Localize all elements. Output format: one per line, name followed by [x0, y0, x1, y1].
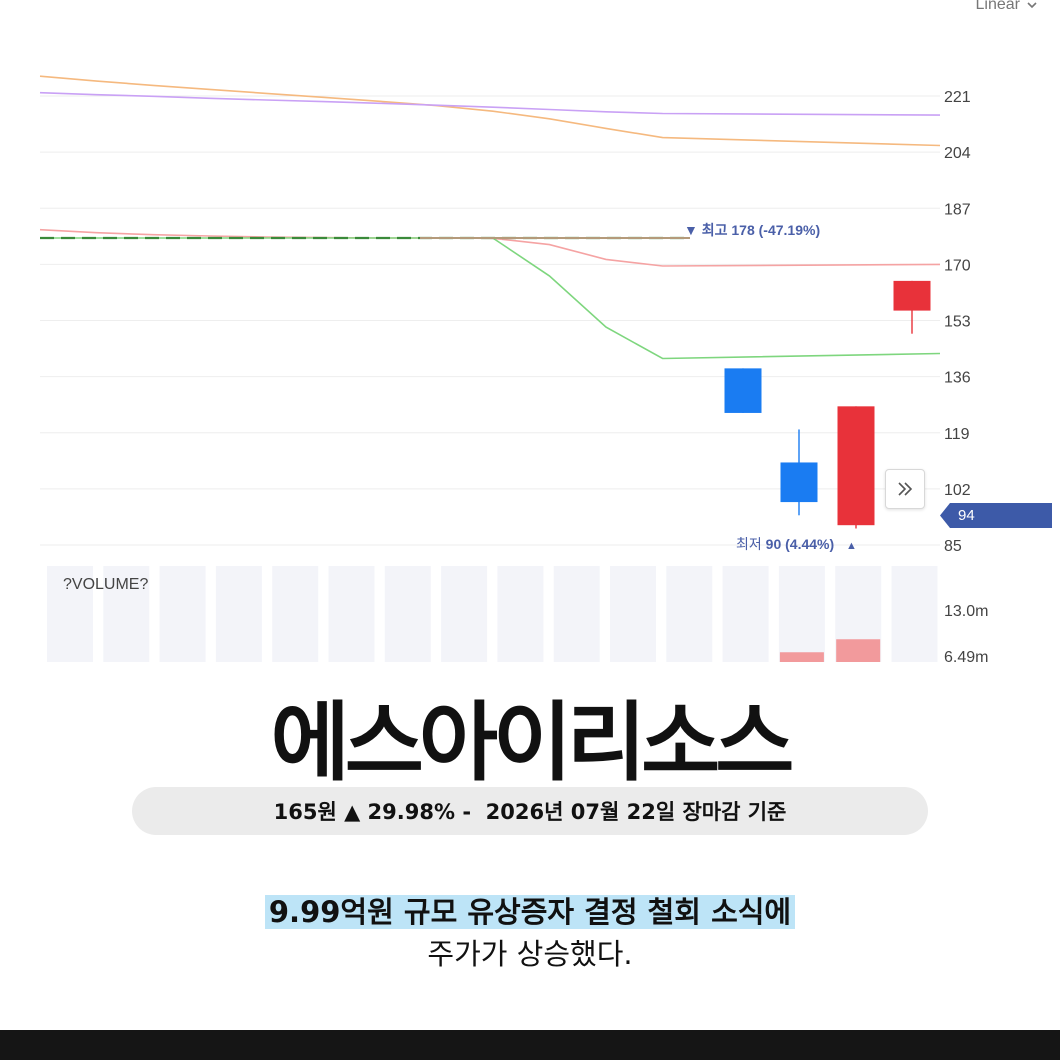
volume-slot — [272, 566, 319, 662]
double-chevron-right-icon — [898, 482, 913, 496]
volume-slot — [778, 566, 825, 662]
volume-axis-ticks: 13.0m 6.49m — [944, 603, 988, 666]
moving-average-lines — [39, 75, 941, 360]
candle-body — [837, 406, 875, 526]
low-price-marker: 최저 90 (4.44%) ▲ — [736, 534, 857, 554]
volume-slot — [159, 566, 206, 662]
volume-slot — [891, 566, 938, 662]
moving-average-line — [39, 75, 941, 147]
y-axis-ticks: 221 204 187 170 153 136 119 102 85 — [944, 89, 971, 555]
y-tick-label: 102 — [944, 482, 971, 499]
y-tick-label: 136 — [944, 370, 971, 387]
y-tick-label: 85 — [944, 538, 962, 555]
volume-slot — [384, 566, 431, 662]
volume-slot — [553, 566, 600, 662]
volume-background-bars — [47, 566, 938, 662]
y-tick-label: 221 — [944, 89, 971, 106]
y-tick-label: 187 — [944, 201, 971, 218]
volume-slot — [47, 566, 93, 662]
scale-dropdown[interactable]: Linear — [976, 0, 1038, 14]
volume-slot — [328, 566, 375, 662]
scale-label: Linear — [975, 0, 1020, 13]
candle-body — [724, 368, 762, 413]
volume-slot — [215, 566, 262, 662]
volume-tick-label: 6.49m — [944, 649, 988, 666]
y-tick-label: 119 — [944, 426, 970, 443]
price-summary-text: 165원 ▲ 29.98% - 2026년 07월 22일 장마감 기준 — [273, 800, 787, 824]
volume-bars — [779, 639, 881, 662]
volume-bar — [779, 652, 824, 662]
headline-highlight: 9.99억원 규모 유상증자 결정 철회 소식에 — [264, 895, 796, 929]
chart-gridlines — [40, 95, 940, 546]
low-marker-prefix: 최저 — [736, 536, 766, 552]
footer-bar — [0, 1030, 1060, 1060]
scroll-right-button[interactable] — [885, 469, 925, 509]
news-headline: 9.99억원 규모 유상증자 결정 철회 소식에 주가가 상승했다. — [0, 891, 1060, 975]
volume-slot — [497, 566, 544, 662]
current-price-value: 94 — [958, 507, 975, 524]
chevron-down-icon — [1027, 2, 1037, 9]
high-price-marker: ▼ 최고 178 (-47.19%) — [684, 222, 821, 238]
page-title: 에스아이리소스 — [270, 693, 795, 793]
candle-body — [893, 280, 931, 311]
low-marker-value: 90 (4.44%) — [765, 536, 835, 552]
volume-tick-label: 13.0m — [944, 603, 988, 620]
volume-slot — [441, 566, 488, 662]
y-tick-label: 170 — [944, 257, 971, 274]
moving-average-line — [39, 91, 941, 116]
candlestick-chart: 221 204 187 170 153 136 119 102 85 13.0m 6.49m — [39, 75, 988, 666]
candle-body — [780, 462, 818, 503]
y-tick-label: 153 — [944, 314, 971, 331]
volume-slot — [722, 566, 769, 662]
volume-slot — [103, 566, 150, 662]
y-tick-label: 204 — [944, 145, 971, 162]
volume-slot — [666, 566, 713, 662]
volume-label: ?VOLUME? — [63, 576, 149, 593]
volume-slot — [610, 566, 656, 662]
moving-average-line — [40, 237, 941, 360]
candles — [724, 280, 931, 529]
price-summary-pill: 165원 ▲ 29.98% - 2026년 07월 22일 장마감 기준 — [132, 787, 928, 835]
current-price-tag: 94 — [940, 503, 1052, 528]
headline-line-2: 주가가 상승했다. — [427, 937, 633, 971]
low-marker-arrow-icon: ▲ — [846, 540, 857, 552]
volume-bar — [836, 639, 881, 662]
